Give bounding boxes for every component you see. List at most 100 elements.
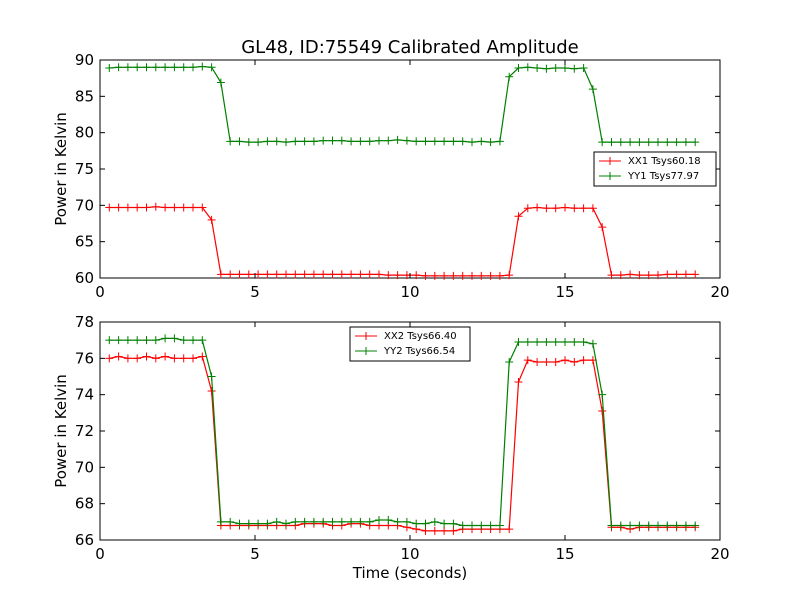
bottom-series-1-point (430, 526, 439, 535)
top-series-2-point (523, 63, 532, 72)
top-y-tick-label: 60 (75, 269, 94, 287)
top-legend-series-1-label: XX1 Tsys60.18 (628, 156, 701, 167)
top-series-1-point (170, 203, 179, 212)
bottom-series-2-point (468, 521, 476, 530)
top-series-2-point (235, 137, 244, 146)
top-series-1-point (551, 204, 560, 213)
top-series-2-point (430, 137, 439, 146)
bottom-series-2-point (216, 517, 225, 526)
bottom-series-1-point (449, 526, 458, 535)
top-series-2-point (356, 137, 365, 146)
bottom-series-2-point (588, 339, 597, 348)
top-series-2-point (468, 138, 476, 147)
bottom-series-2-point (635, 521, 644, 530)
top-series-1-point (430, 271, 439, 280)
top-series-2-point (226, 137, 235, 146)
top-series-2-point (263, 137, 272, 146)
bottom-series-2-point (579, 337, 588, 346)
bottom-series-1-point (151, 354, 160, 363)
top-series-1-point (179, 203, 188, 212)
top-series-2-point (189, 63, 197, 72)
bottom-series-2-point (486, 521, 495, 530)
bottom-series-2-point (505, 357, 514, 366)
top-series-2-point (133, 63, 142, 72)
top-series-2-point (458, 137, 467, 146)
top-series-2-point (579, 63, 588, 72)
top-series-2-point (570, 64, 579, 73)
top-series-2-point (644, 138, 653, 147)
bottom-series-1-point (561, 356, 569, 365)
bottom-y-tick-label: 72 (75, 422, 94, 440)
bottom-series-2-point (142, 336, 151, 345)
bottom-panel: 0 5 10 15 20 66 68 70 72 74 76 78 Power in Kelvin T… (52, 313, 730, 582)
bottom-series-2-point (495, 521, 504, 530)
top-series-1-point (235, 270, 244, 279)
bottom-series-2-point (114, 336, 123, 345)
top-series-2-point (440, 137, 449, 146)
top-series-1-point (616, 271, 625, 280)
top-series-1-point (561, 203, 569, 212)
top-y-tick-label: 65 (75, 233, 94, 251)
bottom-series-1-point (198, 352, 207, 361)
bottom-series-1-point (179, 354, 188, 363)
top-series-2-point (449, 137, 458, 146)
bottom-series-2-point (272, 517, 281, 526)
bottom-y-tick-label: 66 (75, 531, 94, 549)
top-series-2-point (616, 138, 625, 147)
bottom-series-2-point (533, 337, 542, 346)
top-x-tick-label: 10 (400, 283, 419, 301)
top-series-1-point (226, 270, 235, 279)
top-series-2-point (412, 137, 421, 146)
top-series-1-point (198, 203, 207, 212)
bottom-series-2-point (300, 517, 309, 526)
top-y-tick-label: 70 (75, 196, 94, 214)
top-series-2-point (681, 138, 690, 147)
bottom-series-1-point (105, 354, 114, 363)
bottom-x-tick-label: 15 (555, 545, 574, 563)
bottom-series-1-point (542, 357, 551, 366)
bottom-series-1-point (505, 525, 514, 534)
top-series-2-point (309, 137, 318, 146)
bottom-y-axis-label: Power in Kelvin (52, 374, 70, 488)
top-series-1-point (384, 271, 393, 280)
top-series-1-point (598, 223, 607, 232)
bottom-series-1-point (533, 357, 542, 366)
bottom-series-2-point (356, 517, 365, 526)
bottom-series-1-point (142, 352, 151, 361)
top-series-2-point (626, 138, 635, 147)
bottom-series-2-point (282, 519, 290, 528)
top-series-1-point (412, 271, 421, 280)
top-series-2-point (328, 136, 337, 145)
top-series-2-point (477, 137, 486, 146)
bottom-series-2-point (263, 519, 272, 528)
top-series-1-point (151, 202, 160, 211)
top-series-2-point (375, 136, 383, 145)
top-series-2-point (347, 137, 356, 146)
top-series-1-point (142, 203, 151, 212)
top-series-1-point (477, 271, 486, 280)
top-series-1-point (123, 203, 132, 212)
top-series-2-point (505, 72, 514, 81)
bottom-series-1-point (514, 377, 523, 386)
bottom-series-1-point (170, 354, 179, 363)
top-series-2-point (598, 138, 607, 147)
bottom-series-1-point (114, 352, 123, 361)
bottom-series-1-point (579, 356, 588, 365)
top-series-1-point (533, 203, 542, 212)
top-series-1-point (570, 204, 579, 213)
bottom-series-2-point (393, 517, 402, 526)
top-series-1-point (300, 270, 309, 279)
top-series-1-point (588, 204, 597, 213)
bottom-series-2-point (644, 521, 653, 530)
top-series-2-point (486, 138, 495, 147)
top-series-1-point (114, 203, 123, 212)
top-series-2-point (179, 63, 188, 72)
bottom-series-2-point (207, 372, 216, 381)
bottom-series-2-point (607, 521, 616, 530)
top-series-2-point (533, 63, 542, 72)
top-series-1-point (375, 270, 383, 279)
top-series-2-point (384, 136, 393, 145)
top-series-2-point (123, 63, 132, 72)
bottom-series-2-point (626, 521, 635, 530)
